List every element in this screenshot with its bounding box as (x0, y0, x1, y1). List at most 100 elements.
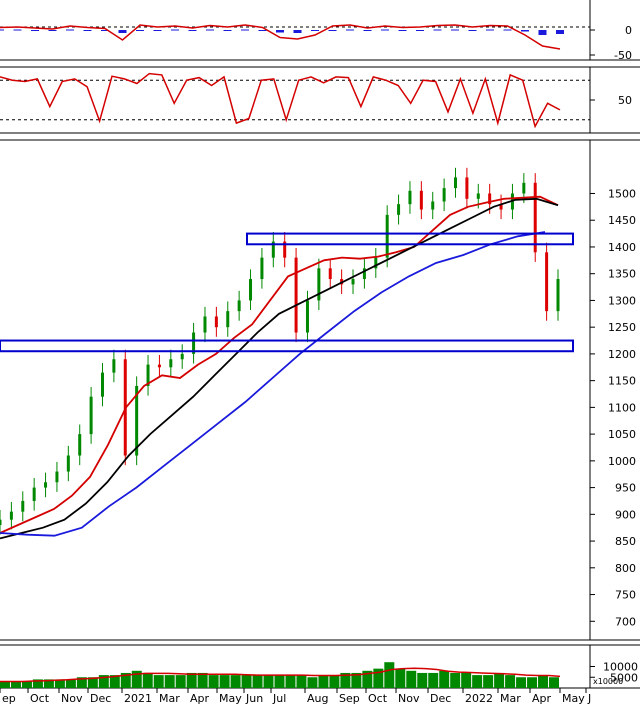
price-candle-40 (454, 177, 458, 189)
price-candle-38 (431, 201, 435, 210)
oscillator-panel-1: 0 -50 (0, 0, 640, 62)
volume-bar-29 (318, 675, 329, 688)
volume-bar-36 (395, 668, 406, 688)
price-candle-21 (237, 300, 241, 312)
price-candle-10 (112, 359, 116, 373)
price-tick-label-1: 1450 (608, 214, 636, 227)
price-candle-14 (157, 364, 161, 368)
x-tick-label-0: ep (2, 692, 16, 705)
price-candle-13 (146, 364, 150, 386)
volume-bar-40 (439, 670, 450, 688)
price-candle-12 (135, 385, 139, 456)
volume-bar-34 (373, 668, 384, 688)
volume-bar-25 (274, 675, 285, 688)
x-tick-label-12: Oct (368, 692, 388, 705)
osc1-histogram-bar-17 (293, 30, 302, 33)
price-candle-26 (294, 257, 298, 333)
volume-bar-31 (340, 672, 351, 688)
volume-bar-19 (208, 675, 219, 688)
price-tick-label-14: 800 (615, 562, 636, 575)
x-tick-label-9: Jul (272, 692, 286, 705)
osc1-histogram-bar-32 (556, 30, 564, 34)
price-candle-49 (556, 279, 560, 312)
osc1-histogram-bar-0 (0, 29, 4, 31)
osc2-series-line (0, 72, 561, 129)
osc1-histogram-bar-10 (171, 29, 179, 31)
volume-bar-18 (197, 672, 208, 688)
x-tick-label-15: 2022 (465, 692, 493, 705)
volume-bar-24 (263, 675, 274, 688)
price-ma-black-line (0, 197, 559, 540)
osc1-histogram-bar-22 (381, 29, 389, 31)
volume-bar-50 (549, 677, 559, 688)
x-tick-label-10: Aug (307, 692, 328, 705)
price-candle-47 (533, 182, 537, 253)
price-candle-20 (226, 311, 230, 328)
osc1-histogram-bar-2 (31, 30, 39, 31)
volume-bar-8 (87, 677, 98, 688)
osc1-histogram-bar-4 (66, 29, 74, 31)
price-candle-22 (249, 279, 253, 301)
volume-bar-47 (516, 677, 527, 688)
volume-bar-48 (527, 677, 538, 688)
price-candle-41 (465, 177, 469, 199)
osc1-series-line (0, 24, 561, 50)
osc1-histogram-bar-12 (206, 29, 214, 31)
osc1-histogram-bar-30 (521, 30, 529, 32)
x-tick-label-3: Dec (90, 692, 111, 705)
osc1-histogram-bar-21 (363, 30, 372, 31)
volume-bar-0 (0, 681, 10, 688)
price-candle-32 (362, 268, 366, 280)
osc1-histogram-bar-7 (118, 30, 127, 33)
price-tick-label-12: 900 (615, 508, 636, 521)
volume-bar-10 (109, 675, 120, 688)
volume-bar-7 (76, 677, 87, 688)
osc1-histogram-bar-6 (101, 30, 109, 31)
price-candle-31 (351, 279, 355, 285)
price-candle-44 (499, 204, 503, 210)
volume-bar-28 (307, 677, 318, 688)
price-candle-2 (21, 500, 25, 512)
osc1-histogram-bar-28 (486, 29, 494, 31)
volume-bar-38 (417, 672, 428, 688)
price-tick-label-15: 750 (615, 589, 636, 602)
osc1-histogram-bar-13 (223, 30, 232, 31)
price-candle-46 (522, 182, 526, 194)
price-candle-23 (260, 257, 264, 280)
price-candle-43 (488, 193, 492, 205)
x-tick-label-4: 2021 (124, 692, 152, 705)
osc1-tick-label-0: 0 (625, 24, 632, 37)
x-tick-label-14: Dec (430, 692, 451, 705)
volume-bar-32 (351, 672, 362, 688)
x-tick-label-8: Jun (245, 692, 263, 705)
volume-bar-12 (131, 670, 142, 688)
x-tick-label-1: Oct (30, 692, 50, 705)
osc1-histogram-bar-9 (153, 30, 162, 31)
volume-bar-21 (230, 675, 241, 688)
price-candle-28 (317, 268, 321, 301)
price-zone-1 (0, 339, 574, 353)
osc1-histogram-bar-15 (258, 30, 267, 31)
volume-bar-16 (175, 675, 186, 688)
volume-bar-20 (219, 675, 230, 688)
volume-bar-43 (472, 675, 483, 688)
volume-bar-1 (10, 681, 21, 688)
volume-bar-39 (428, 672, 439, 688)
osc1-histogram-bar-8 (136, 30, 144, 31)
price-candle-48 (545, 252, 549, 312)
osc1-histogram-bar-25 (433, 29, 442, 31)
volume-scale-label: x10000 (593, 677, 623, 686)
x-tick-label-18: May (562, 692, 585, 705)
volume-bar-9 (98, 675, 109, 688)
price-candle-27 (305, 300, 309, 333)
x-tick-label-16: Mar (500, 692, 521, 705)
price-tick-label-2: 1400 (608, 241, 636, 254)
price-candle-19 (214, 316, 218, 328)
osc1-histogram-bar-26 (451, 29, 459, 31)
price-candle-42 (476, 193, 480, 199)
price-candle-24 (271, 241, 275, 258)
osc1-histogram-bar-31 (538, 30, 547, 35)
osc1-histogram-bar-20 (346, 29, 354, 31)
price-candle-39 (442, 188, 446, 202)
